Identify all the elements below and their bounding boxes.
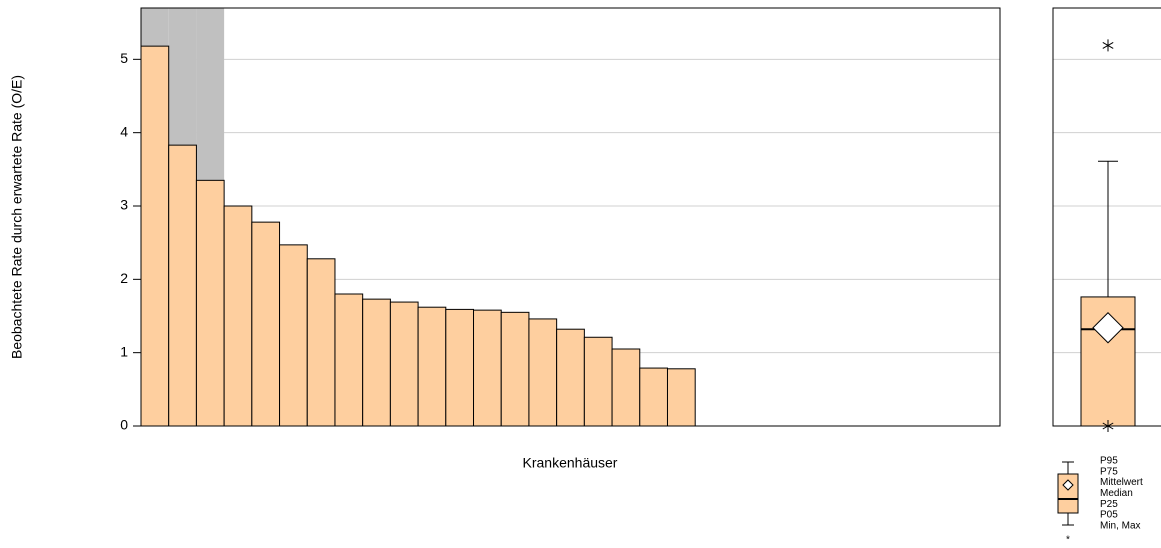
y-tick-label: 0 xyxy=(120,417,128,433)
legend-label: Min, Max xyxy=(1100,520,1141,531)
x-axis-label: Krankenhäuser xyxy=(523,455,618,471)
legend-label: P95 xyxy=(1100,456,1118,467)
max-marker xyxy=(1102,39,1114,52)
legend-label: Median xyxy=(1100,488,1133,499)
bar xyxy=(223,205,253,427)
legend-glyph: * xyxy=(1057,461,1079,546)
plot-frame xyxy=(140,7,1001,427)
legend-label: P75 xyxy=(1100,466,1118,477)
bar xyxy=(195,179,225,427)
bar xyxy=(500,311,530,427)
bar xyxy=(417,306,447,427)
legend-label: P05 xyxy=(1100,510,1118,521)
bar xyxy=(556,328,585,427)
svg-text:*: * xyxy=(1066,535,1070,546)
bar xyxy=(279,244,308,427)
bar xyxy=(473,309,502,427)
mean xyxy=(1092,312,1124,344)
y-tick-label: 3 xyxy=(120,197,128,213)
bar xyxy=(611,348,641,427)
legend-label: Mittelwert xyxy=(1100,477,1143,488)
y-tick-label: 2 xyxy=(120,270,128,286)
bar xyxy=(528,318,558,427)
plot-frame xyxy=(1052,7,1161,427)
y-tick-label: 4 xyxy=(120,123,128,139)
bar xyxy=(140,45,170,427)
bar xyxy=(251,221,281,427)
bar xyxy=(362,298,391,427)
y-tick-label: 1 xyxy=(120,343,128,359)
bar xyxy=(306,258,336,427)
bar xyxy=(168,144,197,427)
bar xyxy=(583,336,613,427)
bar xyxy=(389,301,419,427)
bar xyxy=(334,293,364,427)
bar xyxy=(666,368,696,427)
bar xyxy=(639,367,668,427)
y-axis-label: Beobachtete Rate durch erwartete Rate (O… xyxy=(9,75,25,359)
bar xyxy=(445,308,475,427)
y-tick-label: 5 xyxy=(120,50,128,66)
legend-label: P25 xyxy=(1100,499,1118,510)
